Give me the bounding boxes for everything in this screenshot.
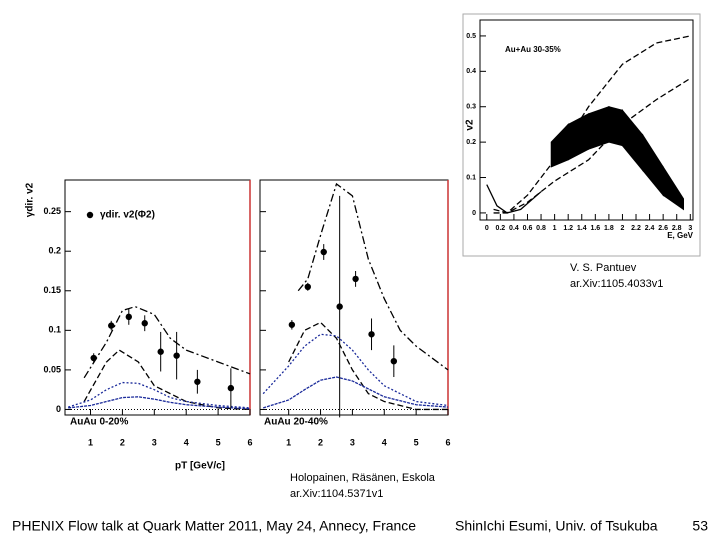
x-tick-label: 6 <box>445 437 450 447</box>
y-tick-label: 0.25 <box>43 206 61 216</box>
x-tick-label: 1.2 <box>563 225 573 232</box>
y-tick-label: 0.1 <box>48 325 61 335</box>
x-tick-label: 1 <box>553 225 557 232</box>
x-tick-label: 3 <box>688 225 692 232</box>
x-tick-label: 2 <box>120 437 125 447</box>
x-tick-label: 1.6 <box>590 225 600 232</box>
data-point <box>352 275 359 283</box>
band-segment <box>588 106 610 150</box>
curve <box>262 376 449 409</box>
data-point <box>125 313 132 321</box>
band-segment <box>662 165 685 211</box>
curve <box>486 184 542 214</box>
x-tick-label: 0.4 <box>509 225 519 232</box>
data-point <box>320 248 327 256</box>
legend-marker <box>86 211 94 219</box>
x-tick-label: 2.8 <box>672 225 682 232</box>
y-tick-label: 0 <box>56 404 61 414</box>
page-number: 53 <box>692 518 708 534</box>
credit-author: Holopainen, Räsänen, Eskola <box>290 472 436 484</box>
data-point <box>304 283 311 291</box>
data-point <box>227 384 235 392</box>
curve <box>297 182 449 371</box>
x-axis-label: E, GeV <box>667 231 693 240</box>
x-tick-label: 3 <box>152 437 157 447</box>
credit-author: V. S. Pantuev <box>570 262 637 274</box>
data-point <box>194 378 201 385</box>
panel-label: Au+Au 30-35% <box>505 45 561 54</box>
x-tick-label: 1 <box>88 437 93 447</box>
y-tick-label: 0.5 <box>466 33 476 40</box>
data-point <box>368 331 375 338</box>
x-tick-label: 1.8 <box>604 225 614 232</box>
x-tick-label: 2 <box>620 225 624 232</box>
y-tick-label: 0.4 <box>466 68 476 75</box>
y-tick-label: 0.2 <box>466 139 476 146</box>
curve <box>68 396 251 410</box>
x-tick-label: 0.8 <box>536 225 546 232</box>
data-point <box>141 320 148 327</box>
legend-label: γdir. v2(Φ2) <box>100 210 155 221</box>
curve <box>83 305 251 379</box>
y-tick-label: 0 <box>472 210 476 217</box>
y-axis-label: γdir. v2 <box>25 182 36 217</box>
data-point <box>157 348 164 355</box>
y-tick-label: 0.2 <box>48 246 61 256</box>
x-tick-label: 2.6 <box>658 225 668 232</box>
band-segment <box>608 106 623 147</box>
x-tick-label: 5 <box>216 437 221 447</box>
y-tick-label: 0.15 <box>43 285 61 295</box>
data-point <box>336 303 343 310</box>
data-point <box>390 357 398 365</box>
y-tick-label: 0.05 <box>43 364 61 374</box>
x-tick-label: 0.6 <box>523 225 533 232</box>
x-tick-label: 3 <box>350 437 355 447</box>
footer-center: ShinIchi Esumi, Univ. of Tsukuba <box>455 518 658 534</box>
curve <box>493 77 691 214</box>
x-tick-label: 2.4 <box>645 225 655 232</box>
x-tick-label: 0.2 <box>495 225 505 232</box>
y-tick-label: 0.1 <box>466 174 476 181</box>
x-tick-label: 4 <box>184 437 189 447</box>
curve <box>262 333 449 407</box>
footer-left: PHENIX Flow talk at Quark Matter 2011, M… <box>12 518 416 534</box>
panel-label: AuAu 0-20% <box>70 417 128 428</box>
y-tick-label: 0.3 <box>466 104 476 111</box>
data-point <box>173 352 180 359</box>
x-tick-label: 2.2 <box>631 225 641 232</box>
x-tick-label: 6 <box>247 437 252 447</box>
credit-ref: ar.Xiv:1105.4033v1 <box>570 278 663 290</box>
data-point <box>108 322 115 329</box>
x-tick-label: 0 <box>485 225 489 232</box>
curve <box>67 381 251 409</box>
y-axis-label: v2 <box>465 119 476 131</box>
curve <box>288 321 448 411</box>
x-tick-label: 5 <box>414 437 419 447</box>
data-point <box>90 354 97 362</box>
plot-frame <box>479 19 694 221</box>
x-tick-label: 4 <box>382 437 387 447</box>
data-point <box>288 321 296 328</box>
x-axis-label: pT [GeV/c] <box>175 461 225 472</box>
plot-frame <box>259 179 449 416</box>
x-tick-label: 1.4 <box>577 225 587 232</box>
x-tick-label: 2 <box>318 437 323 447</box>
credit-ref: ar.Xiv:1104.5371v1 <box>290 488 383 500</box>
x-tick-label: 1 <box>286 437 291 447</box>
panel-label: AuAu 20-40% <box>264 417 328 428</box>
